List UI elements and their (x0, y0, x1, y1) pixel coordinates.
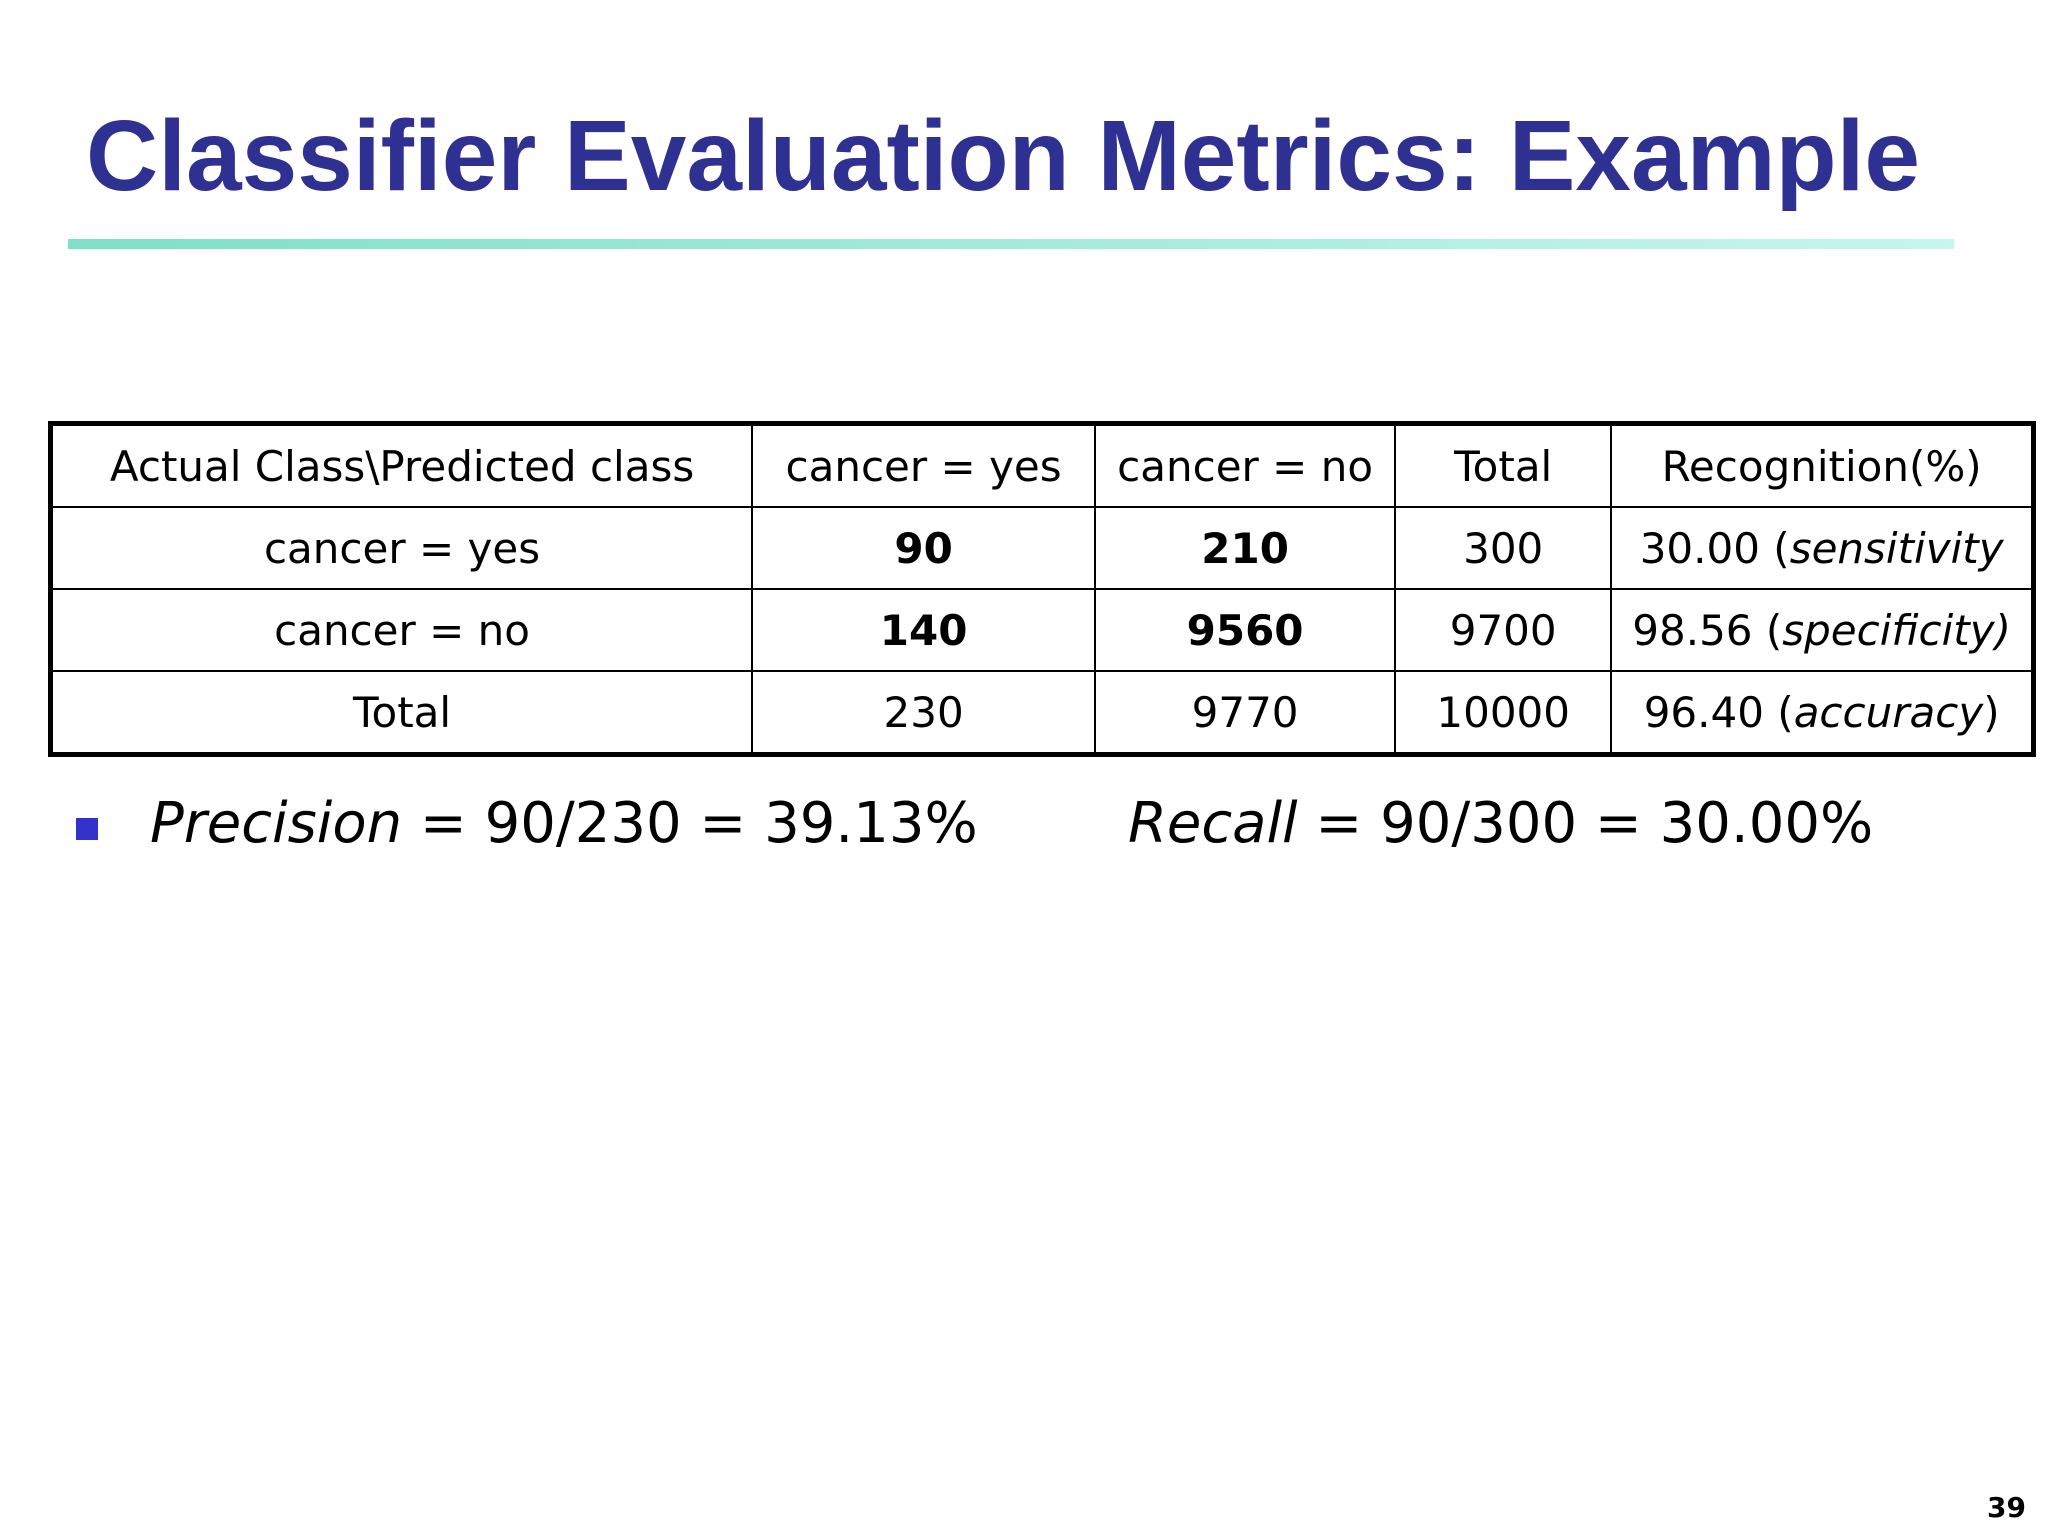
table-header-row: Actual Class\Predicted class cancer = ye… (49, 422, 2035, 508)
page-number: 39 (1987, 1491, 2026, 1524)
cell-recognition: 96.40 (accuracy) (1610, 670, 2035, 756)
header-cancer-yes: cancer = yes (751, 422, 1097, 508)
cell-recognition: 98.56 (specificity) (1610, 588, 2035, 672)
confusion-matrix-table: Actual Class\Predicted class cancer = ye… (48, 421, 2036, 757)
precision-formula: Precision = 90/230 = 39.13% (150, 792, 978, 856)
row-label: cancer = yes (49, 506, 754, 590)
title-underline (68, 239, 1954, 249)
cell-true-negative: 9560 (1094, 588, 1397, 672)
recall-formula: Recall = 90/300 = 30.00% (1128, 792, 1873, 856)
cell-column-total: 230 (751, 670, 1097, 756)
recognition-value: 98.56 ( (1632, 605, 1783, 655)
square-bullet-icon (76, 818, 98, 840)
recognition-value: 96.40 ( (1643, 687, 1794, 737)
recognition-term: sensitivity (1789, 523, 2004, 573)
cell-row-total: 9700 (1394, 588, 1613, 672)
cell-false-positive: 140 (751, 588, 1097, 672)
table-row: Total 230 9770 10000 96.40 (accuracy) (49, 670, 2035, 756)
recall-value: = 90/300 = 30.00% (1297, 791, 1874, 856)
cell-true-positive: 90 (751, 506, 1097, 590)
slide-title: Classifier Evaluation Metrics: Example (86, 100, 1921, 212)
header-actual-predicted: Actual Class\Predicted class (49, 422, 754, 508)
recognition-close: ) (1983, 687, 2000, 737)
precision-term: Precision (150, 791, 403, 856)
row-label: Total (49, 670, 754, 756)
header-total: Total (1394, 422, 1613, 508)
precision-value: = 90/230 = 39.13% (402, 791, 978, 856)
row-label: cancer = no (49, 588, 754, 672)
table-row: cancer = yes 90 210 300 30.00 (sensitivi… (49, 506, 2035, 590)
cell-false-negative: 210 (1094, 506, 1397, 590)
recognition-term: specificity) (1782, 605, 2012, 655)
cell-column-total: 9770 (1094, 670, 1397, 756)
recognition-term: accuracy (1793, 687, 1984, 737)
header-cancer-no: cancer = no (1094, 422, 1397, 508)
cell-recognition: 30.00 (sensitivity (1610, 506, 2035, 590)
metrics-bullet: Precision = 90/230 = 39.13% Recall = 90/… (0, 780, 2048, 860)
table-row: cancer = no 140 9560 9700 98.56 (specifi… (49, 588, 2035, 672)
cell-grand-total: 10000 (1394, 670, 1613, 756)
header-recognition: Recognition(%) (1610, 422, 2035, 508)
recognition-value: 30.00 ( (1639, 523, 1790, 573)
cell-row-total: 300 (1394, 506, 1613, 590)
recall-term: Recall (1128, 791, 1298, 856)
